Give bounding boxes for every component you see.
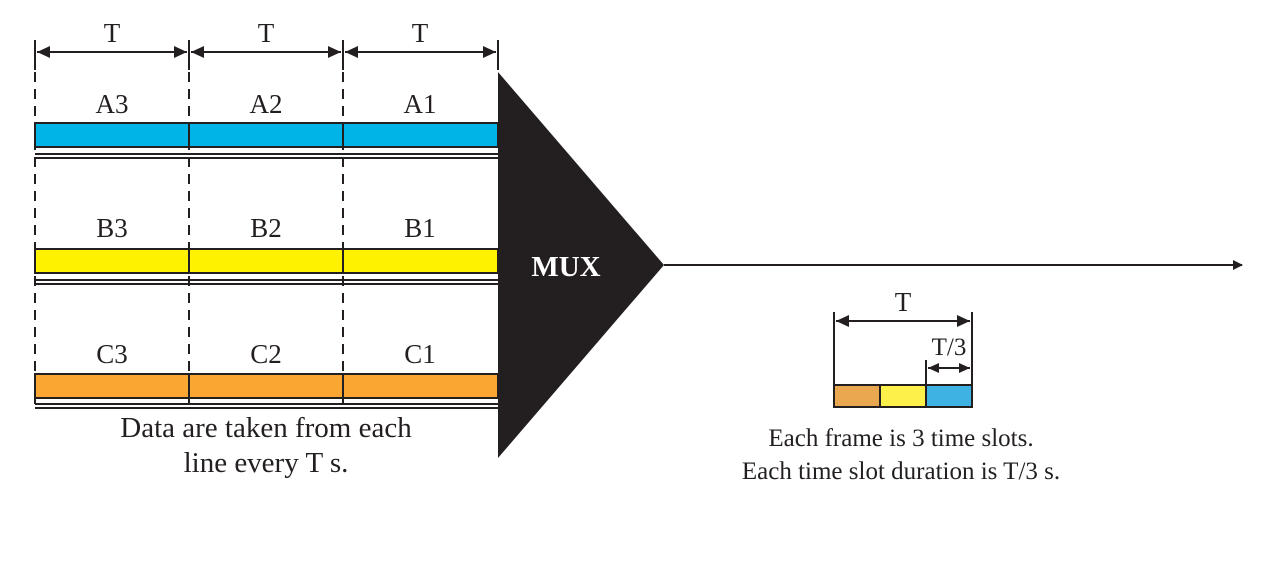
multiplexer: MUX [498, 72, 664, 458]
slot-label-c1: C1 [404, 339, 436, 369]
slot-label-c3: C3 [96, 339, 128, 369]
slot-duration-arrow [928, 363, 970, 373]
input-period-dimension: T T T [34, 18, 499, 70]
slot-b2 [188, 248, 344, 274]
slot-c3 [34, 373, 190, 399]
frame-slot-c [833, 384, 881, 408]
slot-c1 [342, 373, 499, 399]
period-arrow-2 [191, 46, 341, 58]
slot-label-b2: B2 [250, 213, 282, 243]
right-caption-line-1: Each frame is 3 time slots. [768, 425, 1033, 452]
right-caption-line-2: Each time slot duration is T/3 s. [742, 458, 1060, 485]
slot-b1 [342, 248, 499, 274]
input-line-a: A3 A2 A1 [34, 89, 499, 159]
output-frame: T T/3 [833, 287, 973, 408]
period-label-1: T [104, 18, 121, 48]
left-caption-line-1: Data are taken from each [120, 412, 412, 444]
slot-a3 [34, 122, 190, 148]
slot-c2 [188, 373, 344, 399]
slot-label-a2: A2 [250, 89, 283, 119]
period-arrow-1 [37, 46, 187, 58]
slot-label-b1: B1 [404, 213, 436, 243]
period-label-2: T [258, 18, 275, 48]
slot-label-a3: A3 [96, 89, 129, 119]
mux-label: MUX [531, 251, 600, 283]
mux-triangle [498, 72, 664, 458]
input-line-b: B3 B2 B1 [34, 213, 499, 285]
time-dividers [34, 72, 344, 404]
slot-label-c2: C2 [250, 339, 282, 369]
input-line-c: C3 C2 C1 [34, 339, 499, 409]
frame-slot-a [925, 384, 973, 408]
slot-a1 [342, 122, 499, 148]
slot-duration-label: T/3 [932, 334, 967, 361]
period-label-3: T [412, 18, 429, 48]
slot-label-a1: A1 [404, 89, 437, 119]
slot-a2 [188, 122, 344, 148]
slot-label-b3: B3 [96, 213, 128, 243]
frame-duration-arrow [836, 315, 970, 327]
left-caption-line-2: line every T s. [184, 447, 349, 479]
period-arrow-3 [345, 46, 496, 58]
frame-slot-b [879, 384, 927, 408]
slot-b3 [34, 248, 190, 274]
frame-duration-label: T [895, 287, 912, 317]
